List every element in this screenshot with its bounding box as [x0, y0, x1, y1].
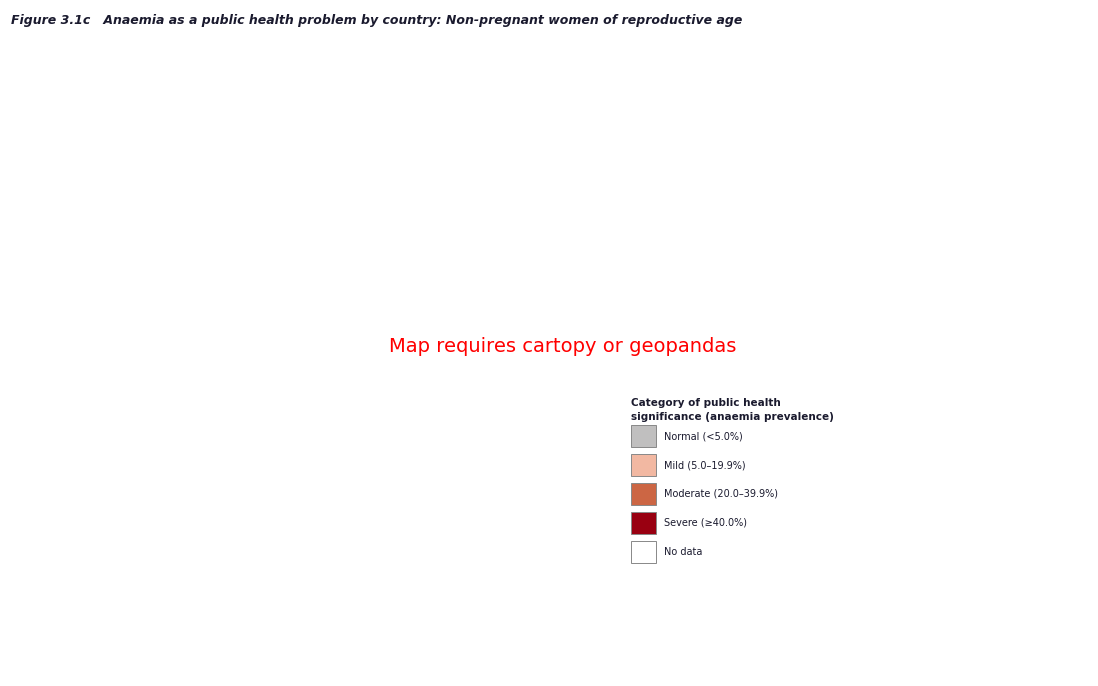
- Text: Normal (<5.0%): Normal (<5.0%): [664, 431, 743, 441]
- Text: Figure 3.1c   Anaemia as a public health problem by country: Non-pregnant women : Figure 3.1c Anaemia as a public health p…: [11, 14, 742, 27]
- Text: Mild (5.0–19.9%): Mild (5.0–19.9%): [664, 460, 746, 470]
- Text: Category of public health: Category of public health: [631, 398, 781, 408]
- Text: Severe (≥40.0%): Severe (≥40.0%): [664, 518, 748, 528]
- Text: significance (anaemia prevalence): significance (anaemia prevalence): [631, 412, 834, 422]
- Text: No data: No data: [664, 547, 703, 556]
- Text: Map requires cartopy or geopandas: Map requires cartopy or geopandas: [389, 337, 737, 356]
- Text: Moderate (20.0–39.9%): Moderate (20.0–39.9%): [664, 489, 778, 499]
